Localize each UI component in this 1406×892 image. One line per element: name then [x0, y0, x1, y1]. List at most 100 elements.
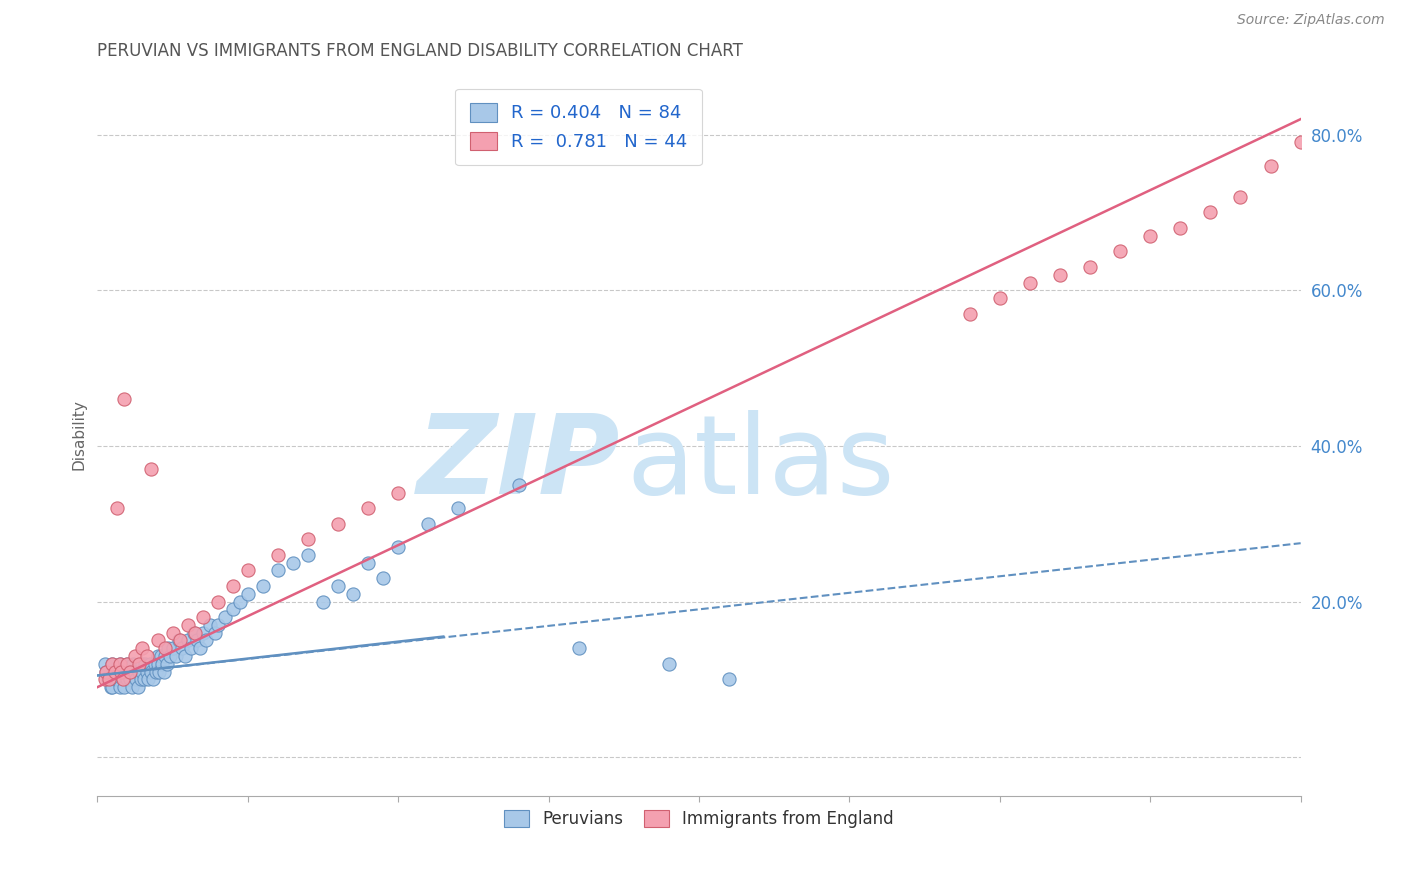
Point	[167, 633, 190, 648]
Point	[138, 673, 160, 687]
Point	[162, 641, 184, 656]
Point	[267, 548, 290, 562]
Text: Source: ZipAtlas.com: Source: ZipAtlas.com	[1237, 13, 1385, 28]
Point	[112, 392, 135, 407]
Point	[105, 665, 128, 679]
Point	[146, 633, 169, 648]
Point	[357, 501, 380, 516]
Point	[447, 501, 470, 516]
Point	[146, 648, 169, 663]
Point	[281, 556, 304, 570]
Point	[1199, 205, 1222, 219]
Point	[718, 673, 741, 687]
Point	[132, 673, 155, 687]
Point	[120, 673, 142, 687]
Text: ZIP: ZIP	[418, 409, 621, 516]
Point	[107, 673, 129, 687]
Point	[108, 657, 131, 671]
Point	[1019, 276, 1042, 290]
Point	[101, 680, 124, 694]
Point	[326, 579, 349, 593]
Point	[198, 618, 221, 632]
Point	[1229, 190, 1251, 204]
Point	[191, 625, 214, 640]
Point	[169, 633, 191, 648]
Point	[326, 516, 349, 531]
Point	[101, 657, 124, 671]
Point	[111, 673, 134, 687]
Point	[1289, 136, 1312, 150]
Point	[418, 516, 440, 531]
Point	[117, 673, 139, 687]
Point	[142, 673, 165, 687]
Point	[129, 673, 152, 687]
Point	[207, 594, 229, 608]
Point	[1109, 244, 1132, 259]
Point	[136, 648, 159, 663]
Point	[191, 610, 214, 624]
Point	[124, 648, 146, 663]
Point	[312, 594, 335, 608]
Point	[252, 579, 274, 593]
Point	[96, 665, 118, 679]
Point	[162, 625, 184, 640]
Point	[94, 657, 117, 671]
Point	[236, 563, 259, 577]
Point	[204, 625, 226, 640]
Point	[110, 665, 132, 679]
Point	[136, 665, 159, 679]
Point	[165, 648, 187, 663]
Point	[121, 680, 143, 694]
Point	[120, 665, 142, 679]
Point	[128, 657, 150, 671]
Point	[357, 556, 380, 570]
Point	[148, 665, 170, 679]
Point	[110, 665, 132, 679]
Point	[176, 618, 198, 632]
Point	[342, 587, 364, 601]
Point	[1168, 221, 1191, 235]
Point	[194, 633, 217, 648]
Point	[1049, 268, 1071, 282]
Point	[153, 648, 176, 663]
Point	[134, 657, 156, 671]
Point	[1260, 159, 1282, 173]
Point	[105, 501, 128, 516]
Point	[236, 587, 259, 601]
Point	[117, 657, 139, 671]
Point	[170, 641, 193, 656]
Point	[1078, 260, 1101, 274]
Point	[267, 563, 290, 577]
Point	[141, 462, 163, 476]
Point	[184, 625, 207, 640]
Point	[222, 602, 245, 616]
Point	[173, 648, 195, 663]
Point	[96, 665, 118, 679]
Point	[183, 625, 205, 640]
Point	[180, 641, 202, 656]
Point	[112, 680, 135, 694]
Point	[214, 610, 236, 624]
Point	[108, 680, 131, 694]
Point	[100, 680, 122, 694]
Point	[125, 673, 148, 687]
Point	[97, 673, 120, 687]
Point	[124, 665, 146, 679]
Point	[152, 665, 174, 679]
Point	[297, 533, 319, 547]
Point	[131, 665, 153, 679]
Point	[111, 673, 134, 687]
Point	[94, 673, 117, 687]
Point	[959, 307, 981, 321]
Point	[207, 618, 229, 632]
Point	[186, 633, 208, 648]
Point	[128, 665, 150, 679]
Point	[98, 673, 121, 687]
Text: atlas: atlas	[627, 409, 896, 516]
Point	[101, 657, 124, 671]
Point	[122, 657, 145, 671]
Point	[141, 665, 163, 679]
Point	[118, 665, 141, 679]
Point	[157, 641, 180, 656]
Point	[149, 648, 172, 663]
